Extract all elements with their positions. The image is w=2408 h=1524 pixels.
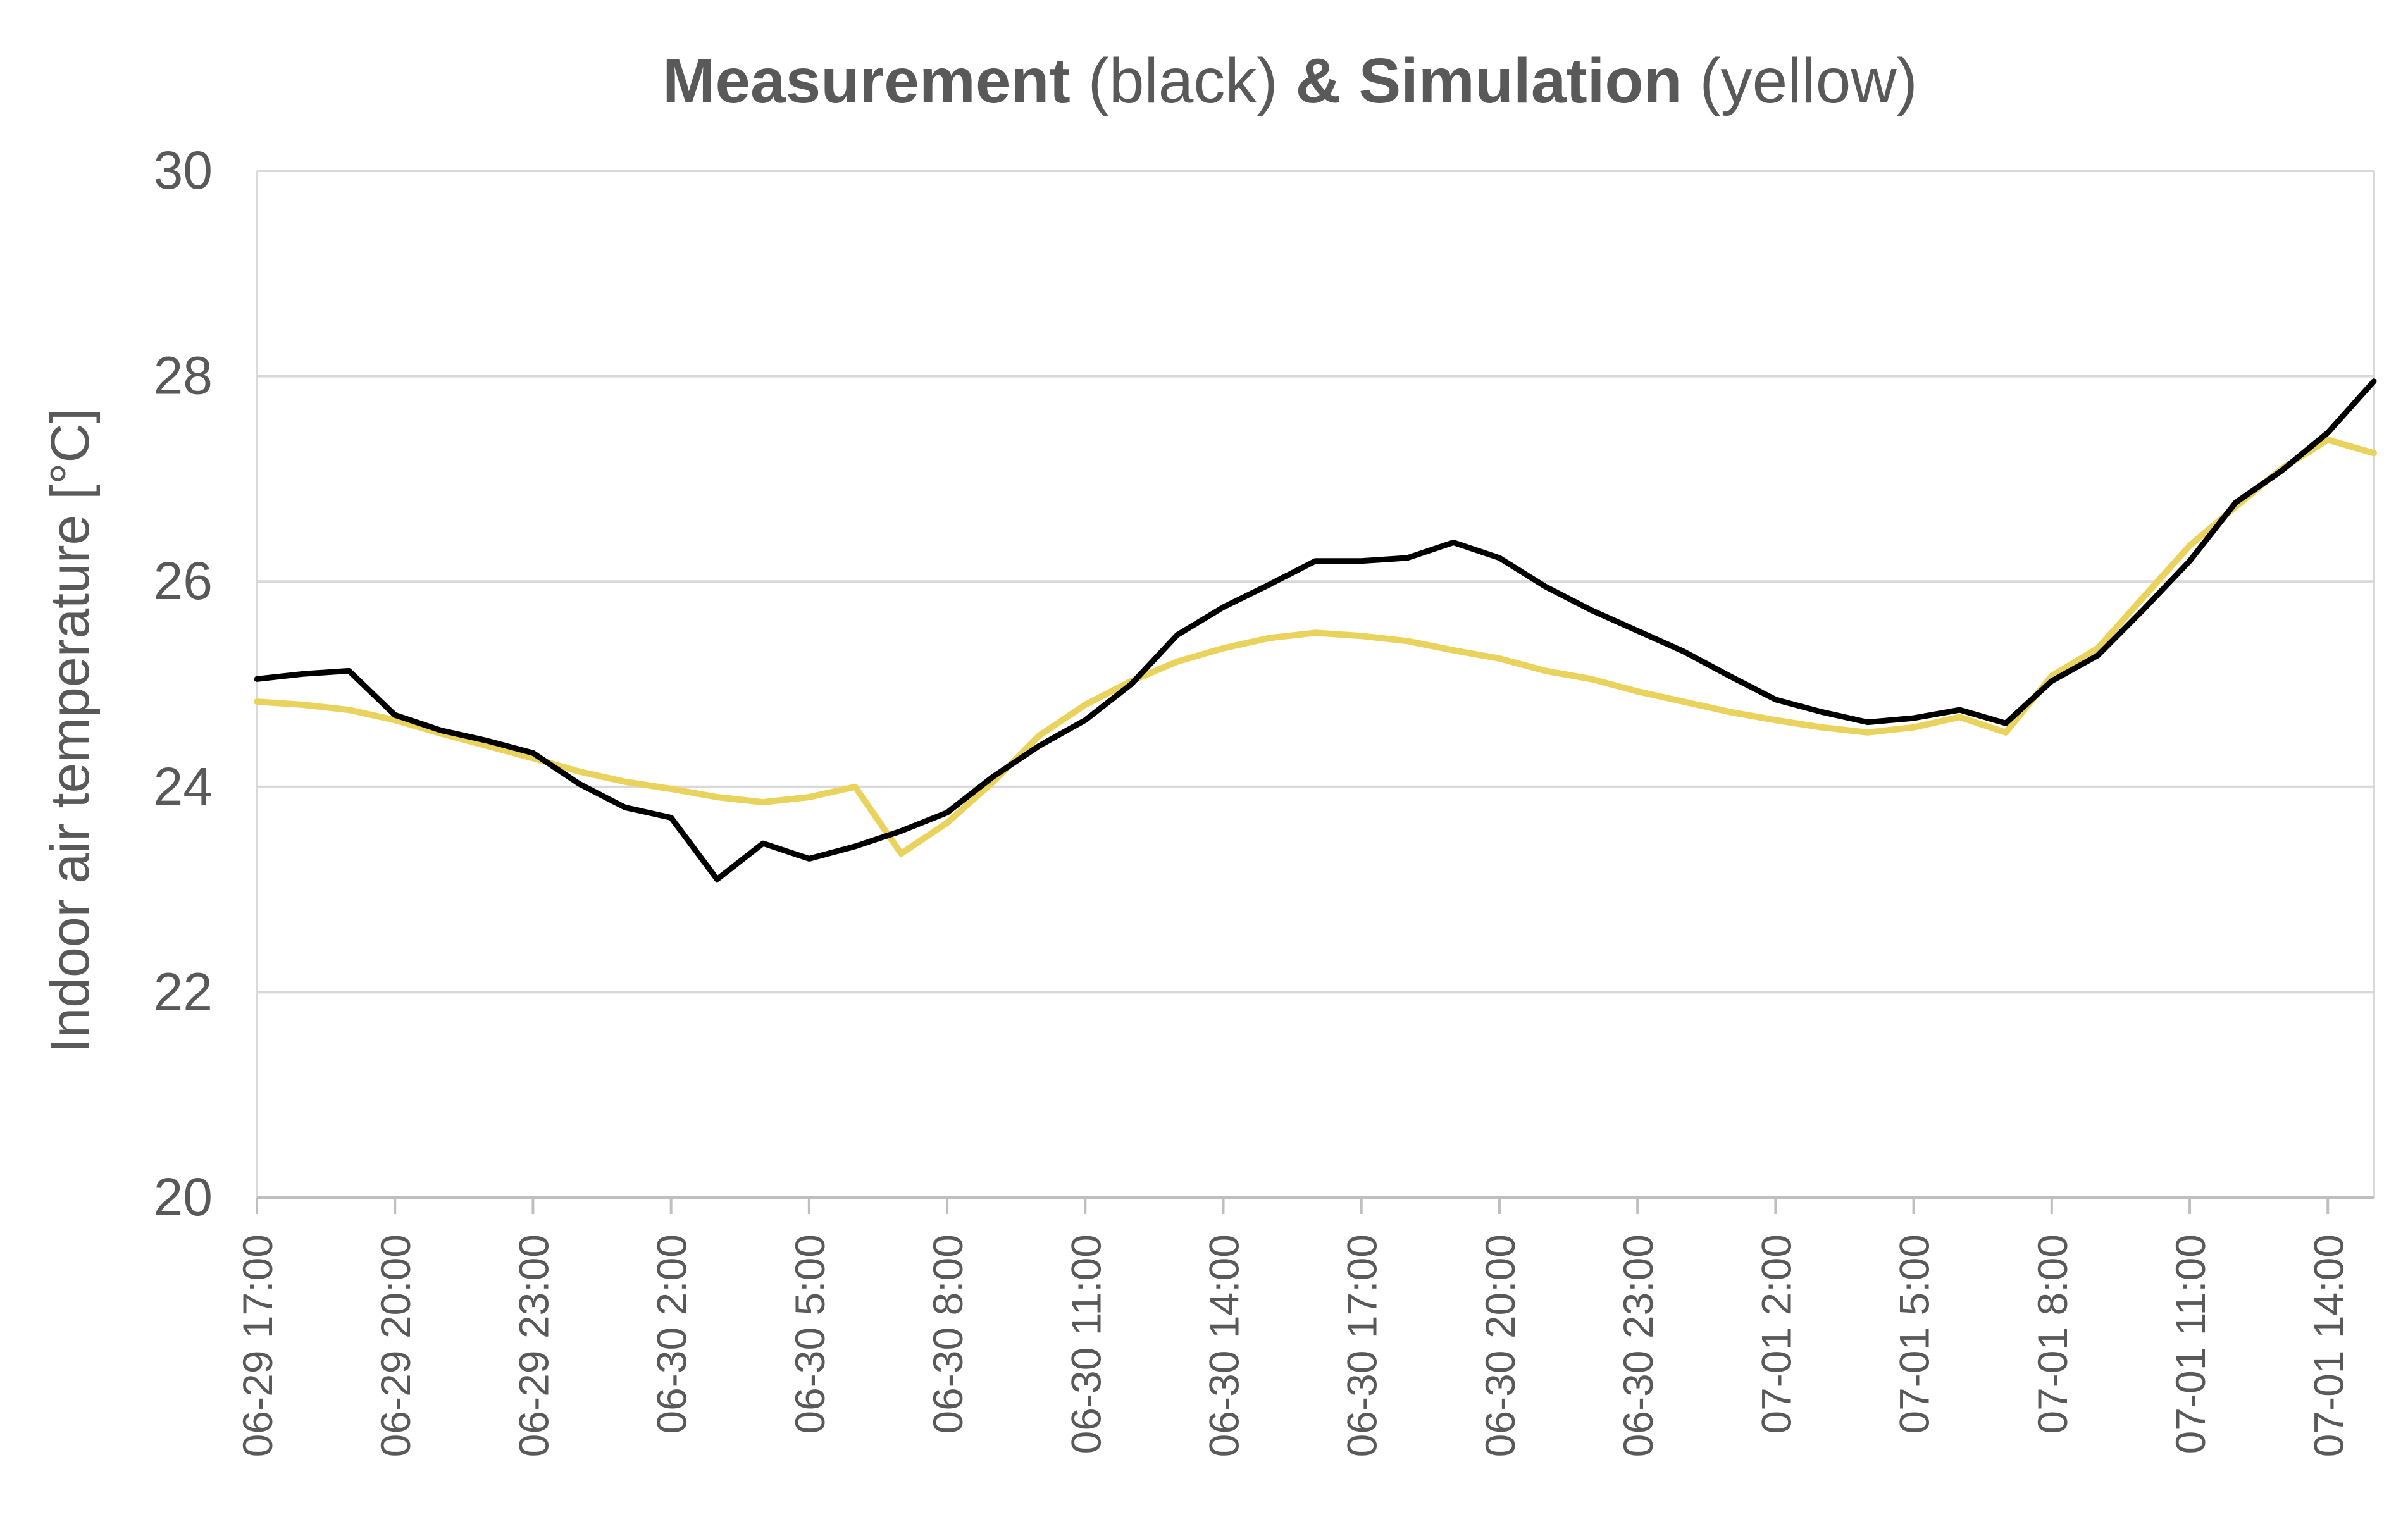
x-tick-label: 06-30 2:00 [649,1234,695,1434]
x-tick-label: 06-29 17:00 [234,1234,281,1457]
x-tick-labels: 06-29 17:00 06-29 20:00 06-29 23:00 06-30 2… [234,1234,2352,1457]
title-measurement: Measurement [662,46,1071,116]
series-line-simulation [254,437,2377,857]
x-tick-label: 06-30 17:00 [1339,1234,1386,1457]
x-tick-label: 06-30 5:00 [786,1234,833,1434]
y-tick-label: 24 [154,757,213,816]
y-tick-labels: 20 22 24 26 28 30 [154,140,213,1227]
x-tick-label: 06-30 23:00 [1615,1234,1661,1457]
x-tick-label: 06-29 23:00 [510,1234,557,1457]
x-tick-label: 07-01 8:00 [2029,1234,2076,1434]
x-tick-label: 07-01 5:00 [1891,1234,1938,1434]
y-tick-label: 26 [154,551,213,610]
title-black-note: (black) [1071,46,1296,116]
x-tick-label: 06-30 14:00 [1201,1234,1248,1457]
x-tick-label: 07-01 2:00 [1753,1234,1799,1434]
x-tick-label: 06-30 8:00 [924,1234,971,1434]
y-tick-label: 30 [154,140,213,200]
y-tick-label: 20 [154,1167,213,1227]
y-tick-label: 28 [154,346,213,406]
series-line-measurement [254,378,2377,883]
y-tick-label: 22 [154,962,213,1021]
gridlines [257,170,2374,994]
title-yellow-note: (yellow) [1682,46,1918,116]
series-lines [254,378,2377,883]
y-axis-label: Indoor air temperature [°C] [40,408,101,1053]
x-tick-label: 06-29 20:00 [372,1234,419,1457]
x-tick-label: 07-01 11:00 [2167,1234,2214,1454]
chart-title: Measurement (black) & Simulation (yellow… [662,46,1918,116]
x-tick-label: 06-30 11:00 [1062,1234,1109,1454]
x-tick-label: 06-30 20:00 [1477,1234,1524,1457]
axes [256,171,2375,1214]
x-tick-label: 07-01 14:00 [2305,1234,2352,1457]
title-simulation: & Simulation [1295,46,1682,116]
